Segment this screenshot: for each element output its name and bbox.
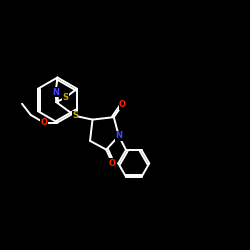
Text: N: N [115,131,122,140]
Text: O: O [40,118,47,127]
Text: O: O [119,100,126,109]
Text: S: S [62,93,68,102]
Text: S: S [72,111,78,120]
Text: O: O [109,159,116,168]
Text: N: N [52,88,59,96]
